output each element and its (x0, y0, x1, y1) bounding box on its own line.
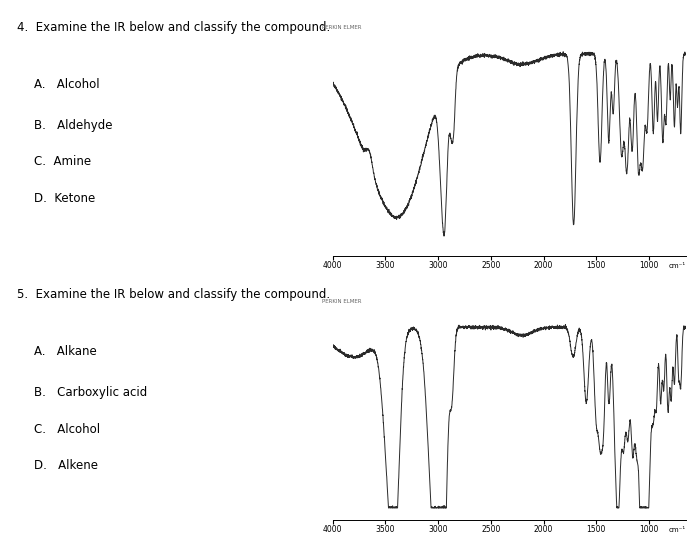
Text: 4.  Examine the IR below and classify the compound.: 4. Examine the IR below and classify the… (18, 21, 330, 34)
Text: D.   Alkene: D. Alkene (34, 459, 99, 472)
Text: C.   Alcohol: C. Alcohol (34, 422, 101, 436)
Text: A.   Alkane: A. Alkane (34, 345, 97, 358)
Text: cm⁻¹: cm⁻¹ (669, 263, 686, 269)
Text: B.   Carboxylic acid: B. Carboxylic acid (34, 387, 148, 399)
Text: PERKIN ELMER: PERKIN ELMER (322, 299, 361, 305)
Text: A.   Alcohol: A. Alcohol (34, 78, 100, 91)
Text: B.   Aldehyde: B. Aldehyde (34, 119, 113, 132)
Text: cm⁻¹: cm⁻¹ (669, 527, 686, 533)
Text: PERKIN ELMER: PERKIN ELMER (322, 25, 361, 30)
Text: D.  Ketone: D. Ketone (34, 191, 96, 205)
Text: 5.  Examine the IR below and classify the compound.: 5. Examine the IR below and classify the… (18, 288, 330, 301)
Text: C.  Amine: C. Amine (34, 156, 92, 168)
